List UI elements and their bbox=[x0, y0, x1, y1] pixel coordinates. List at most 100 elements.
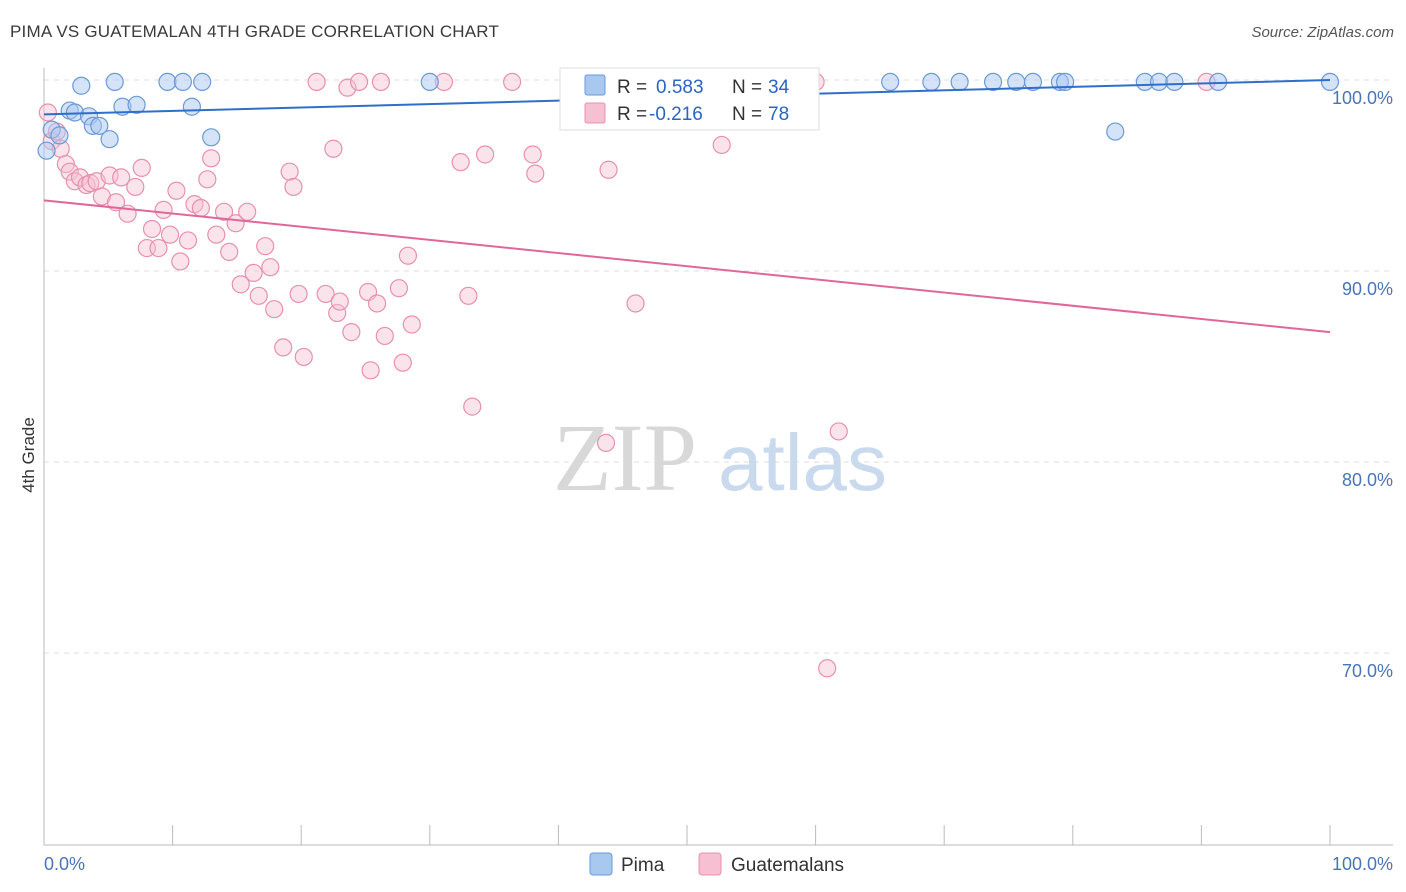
watermark: ZIP atlas bbox=[553, 404, 887, 511]
pima-point bbox=[182, 97, 201, 116]
guatemalans-point bbox=[398, 246, 418, 265]
guatemalans-point bbox=[316, 284, 335, 304]
pima-point bbox=[100, 130, 119, 149]
guatemalans-point bbox=[459, 286, 478, 305]
pima-point bbox=[1106, 122, 1125, 141]
pima-point bbox=[1165, 72, 1184, 92]
guatemalans-point bbox=[463, 397, 482, 416]
guatemalans-point bbox=[596, 433, 616, 452]
guatemalans-point bbox=[342, 323, 361, 342]
y-tick-labels: 100.0% 90.0% 80.0% 70.0% bbox=[1332, 88, 1393, 681]
guatemalans-point bbox=[60, 162, 79, 181]
guatemalans-point bbox=[475, 145, 495, 164]
guatemalans-point bbox=[126, 177, 145, 197]
guatemalans-point bbox=[371, 72, 391, 92]
guatemalans-point bbox=[202, 149, 221, 168]
pima-point bbox=[202, 128, 221, 147]
y-axis-title: 4th Grade bbox=[19, 417, 38, 493]
guatemalans-point bbox=[307, 72, 326, 92]
guatemalans-point bbox=[289, 284, 308, 304]
guatemalans-point bbox=[112, 168, 131, 187]
pima-point bbox=[1023, 72, 1043, 92]
legend-n-label-guatemalans: N = bbox=[732, 104, 762, 125]
pima-point bbox=[158, 72, 177, 92]
guatemalans-point bbox=[324, 139, 343, 158]
chart-source: Source: ZipAtlas.com bbox=[1251, 24, 1394, 41]
guatemalans-point bbox=[265, 300, 284, 319]
watermark-atlas: atlas bbox=[718, 418, 887, 507]
bottom-legend-label-pima: Pima bbox=[621, 855, 665, 876]
pima-point bbox=[950, 72, 969, 92]
pima-point bbox=[127, 95, 146, 114]
y-tick-label: 90.0% bbox=[1342, 279, 1393, 299]
legend-r-value-pima: 0.583 bbox=[656, 77, 704, 98]
chart-title: PIMA VS GUATEMALAN 4TH GRADE CORRELATION… bbox=[10, 22, 500, 41]
guatemalans-point bbox=[389, 279, 409, 298]
guatemalans-point bbox=[154, 200, 173, 219]
guatemalans-point bbox=[526, 164, 545, 183]
legend-swatch-guatemalans bbox=[584, 102, 606, 124]
guatemalans-point bbox=[367, 294, 387, 313]
y-tick-label: 70.0% bbox=[1342, 661, 1393, 681]
guatemalans-point bbox=[626, 294, 645, 313]
guatemalans-point bbox=[523, 145, 542, 164]
x-tick-labels: 0.0% 100.0% bbox=[44, 854, 1393, 874]
guatemalans-point bbox=[220, 242, 239, 261]
legend-r-label-guatemalans: R = bbox=[617, 104, 647, 125]
pima-point bbox=[922, 72, 941, 92]
pima-point bbox=[173, 72, 192, 92]
legend-n-value-guatemalans: 78 bbox=[768, 104, 789, 125]
guatemalans-point bbox=[361, 361, 380, 380]
watermark-zip: ZIP bbox=[553, 404, 697, 511]
pima-points bbox=[37, 72, 1340, 160]
guatemalans-point bbox=[214, 202, 234, 221]
pima-point bbox=[72, 76, 91, 95]
pima-point bbox=[50, 126, 69, 145]
guatemalans-point bbox=[149, 238, 168, 258]
guatemalans-point bbox=[207, 225, 226, 244]
axes bbox=[43, 68, 1393, 846]
pima-point bbox=[193, 72, 212, 92]
guatemalans-point bbox=[818, 659, 837, 678]
guatemalans-point bbox=[191, 198, 210, 218]
legend-r-label-pima: R = bbox=[617, 77, 647, 98]
guatemalans-point bbox=[503, 72, 522, 92]
guatemalans-point bbox=[280, 162, 299, 181]
legend-n-label-pima: N = bbox=[732, 77, 762, 98]
pima-point bbox=[420, 72, 439, 92]
guatemalans-point bbox=[81, 174, 100, 193]
guatemalans-point bbox=[249, 286, 268, 305]
pima-point bbox=[37, 141, 56, 160]
guatemalans-point bbox=[451, 153, 470, 172]
guatemalans-point bbox=[274, 338, 293, 357]
guatemalans-point bbox=[402, 315, 421, 334]
bottom-legend-swatch-pima bbox=[589, 852, 613, 876]
x-tick-label-min: 0.0% bbox=[44, 854, 85, 874]
gridlines bbox=[44, 79, 1393, 654]
legend-n-value-pima: 34 bbox=[768, 77, 790, 98]
bottom-legend-swatch-guatemalans bbox=[698, 852, 722, 876]
pima-point bbox=[983, 72, 1003, 92]
guatemalans-point bbox=[829, 422, 848, 441]
guatemalans-trend-line bbox=[43, 199, 1331, 334]
x-tick-label-max: 100.0% bbox=[1332, 854, 1393, 874]
guatemalans-point bbox=[712, 135, 731, 155]
guatemalans-point bbox=[178, 231, 198, 250]
pima-point bbox=[881, 72, 900, 92]
bottom-legend: Pima Guatemalans bbox=[589, 852, 844, 876]
guatemalans-point bbox=[393, 353, 412, 372]
guatemalans-point bbox=[142, 219, 162, 239]
pima-point bbox=[1149, 72, 1169, 92]
bottom-legend-label-guatemalans: Guatemalans bbox=[731, 855, 844, 876]
guatemalans-point bbox=[238, 202, 257, 221]
guatemalans-point bbox=[330, 292, 349, 311]
legend-r-value-guatemalans: -0.216 bbox=[649, 104, 703, 125]
legend-box: R = 0.583 N = 34 R = -0.216 N = 78 bbox=[559, 67, 820, 131]
guatemalans-point bbox=[160, 225, 180, 244]
guatemalans-point bbox=[294, 347, 313, 367]
guatemalans-points bbox=[38, 72, 1216, 678]
guatemalans-point bbox=[231, 275, 250, 294]
pima-point bbox=[90, 116, 109, 135]
pima-point bbox=[105, 72, 124, 92]
